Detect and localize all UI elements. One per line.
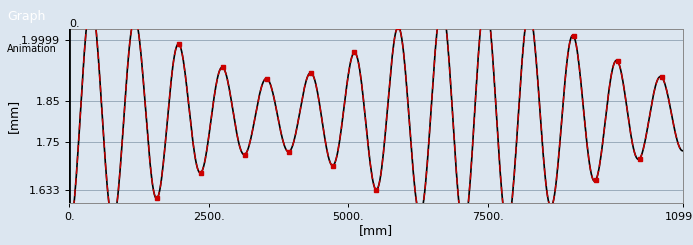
Y-axis label: [mm]: [mm] <box>7 99 20 134</box>
Text: 0.: 0. <box>69 19 80 28</box>
Text: Graph: Graph <box>7 10 45 23</box>
Text: Animation: Animation <box>7 44 57 54</box>
Text: 2 Sec (Auto): 2 Sec (Auto) <box>291 44 351 54</box>
Text: 20 Frames: 20 Frames <box>194 44 245 54</box>
X-axis label: [mm]: [mm] <box>359 224 393 237</box>
